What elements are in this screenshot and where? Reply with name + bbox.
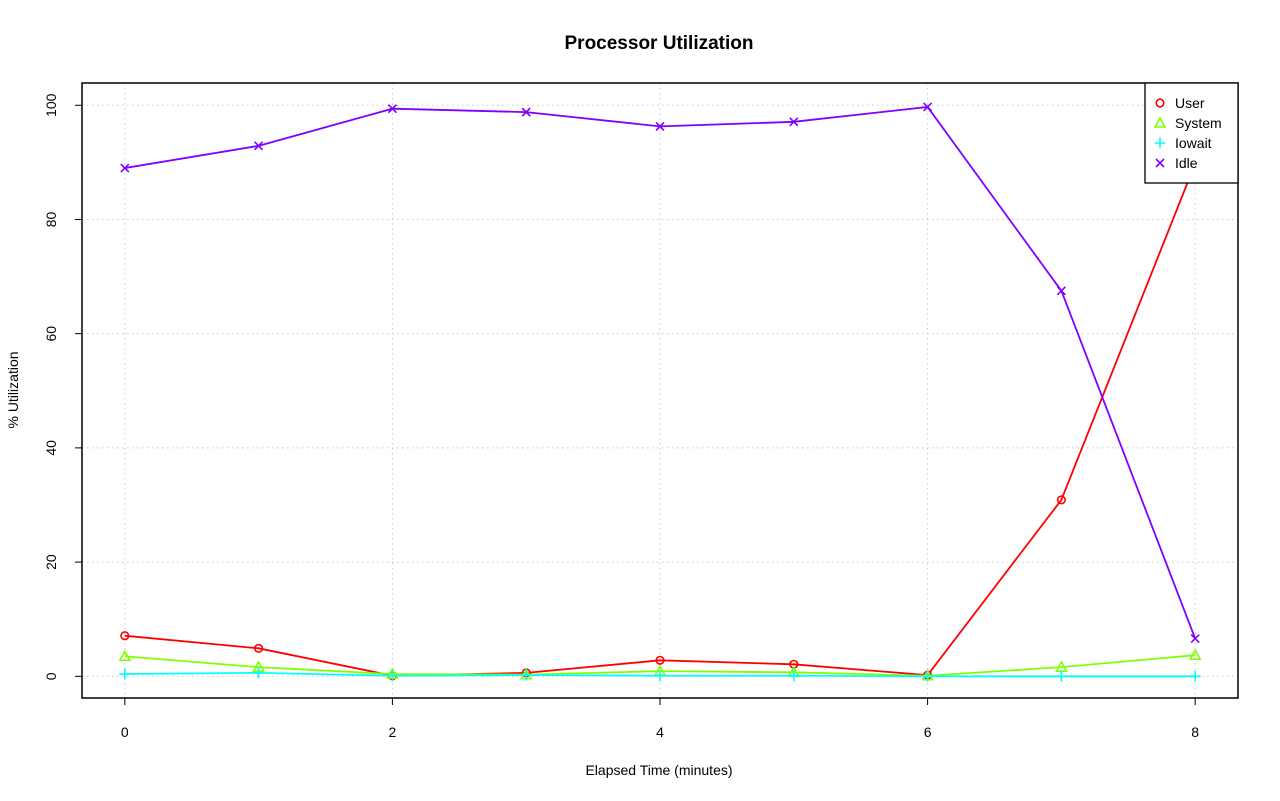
legend-item-system: System: [1153, 115, 1222, 131]
legend-item-idle: Idle: [1155, 155, 1198, 171]
x-tick-label: 0: [121, 724, 129, 740]
legend-marker-system: [1153, 116, 1167, 128]
data-point-user: [1056, 495, 1066, 505]
chart-title: Processor Utilization: [565, 33, 754, 54]
x-tick-label: 4: [656, 724, 664, 740]
grid: [82, 83, 1238, 698]
series-iowait: [119, 667, 1201, 682]
data-point-user: [120, 631, 130, 641]
data-point-iowait: [253, 667, 265, 679]
data-point-idle: [387, 104, 397, 114]
x-axis-title: Elapsed Time (minutes): [585, 762, 732, 778]
data-point-idle: [1190, 634, 1200, 644]
plot-frame: [81, 82, 1239, 699]
data-point-idle: [655, 121, 665, 131]
data-point-iowait: [1189, 670, 1201, 682]
data-point-idle: [923, 102, 933, 112]
legend-item-user: User: [1155, 95, 1205, 111]
legend-label-system: System: [1175, 115, 1222, 131]
data-point-user: [655, 655, 665, 665]
data-point-iowait: [386, 670, 398, 682]
data-point-iowait: [788, 670, 800, 682]
legend-marker-idle: [1155, 158, 1165, 168]
legend-label-user: User: [1175, 95, 1205, 111]
data-point-idle: [521, 107, 531, 117]
y-tick-label: 60: [43, 326, 59, 342]
y-axis: 0 20 40 60 80 100: [43, 93, 82, 680]
data-point-system: [118, 649, 132, 662]
series-line-user: [124, 163, 1197, 677]
y-tick-label: 0: [43, 672, 59, 680]
x-tick-label: 8: [1191, 724, 1199, 740]
data-point-iowait: [1055, 670, 1067, 682]
data-point-iowait: [654, 670, 666, 682]
y-tick-label: 40: [43, 440, 59, 456]
series-idle: [120, 102, 1200, 644]
x-tick-label: 2: [389, 724, 397, 740]
data-point-user: [254, 643, 264, 653]
y-tick-label: 100: [43, 93, 59, 117]
data-point-idle: [254, 141, 264, 151]
legend-marker-iowait: [1154, 137, 1166, 149]
series-user: [120, 158, 1200, 681]
data-point-iowait: [119, 668, 131, 680]
x-axis: 0 2 4 6 8: [121, 698, 1199, 740]
data-point-system: [1188, 648, 1202, 660]
series-layer: [118, 102, 1202, 682]
y-axis-title: % Utilization: [5, 351, 21, 428]
data-point-iowait: [520, 669, 532, 681]
legend-label-idle: Idle: [1175, 155, 1198, 171]
data-point-idle: [789, 117, 799, 127]
x-tick-label: 6: [924, 724, 932, 740]
legend-marker-user: [1155, 98, 1165, 108]
data-point-idle: [1056, 286, 1066, 296]
data-point-iowait: [922, 670, 934, 682]
y-tick-label: 80: [43, 211, 59, 227]
data-point-idle: [120, 163, 130, 173]
legend-label-iowait: Iowait: [1175, 135, 1212, 151]
legend: User System Iowait Idle: [1144, 82, 1239, 184]
y-tick-label: 20: [43, 554, 59, 570]
legend-item-iowait: Iowait: [1154, 135, 1212, 151]
